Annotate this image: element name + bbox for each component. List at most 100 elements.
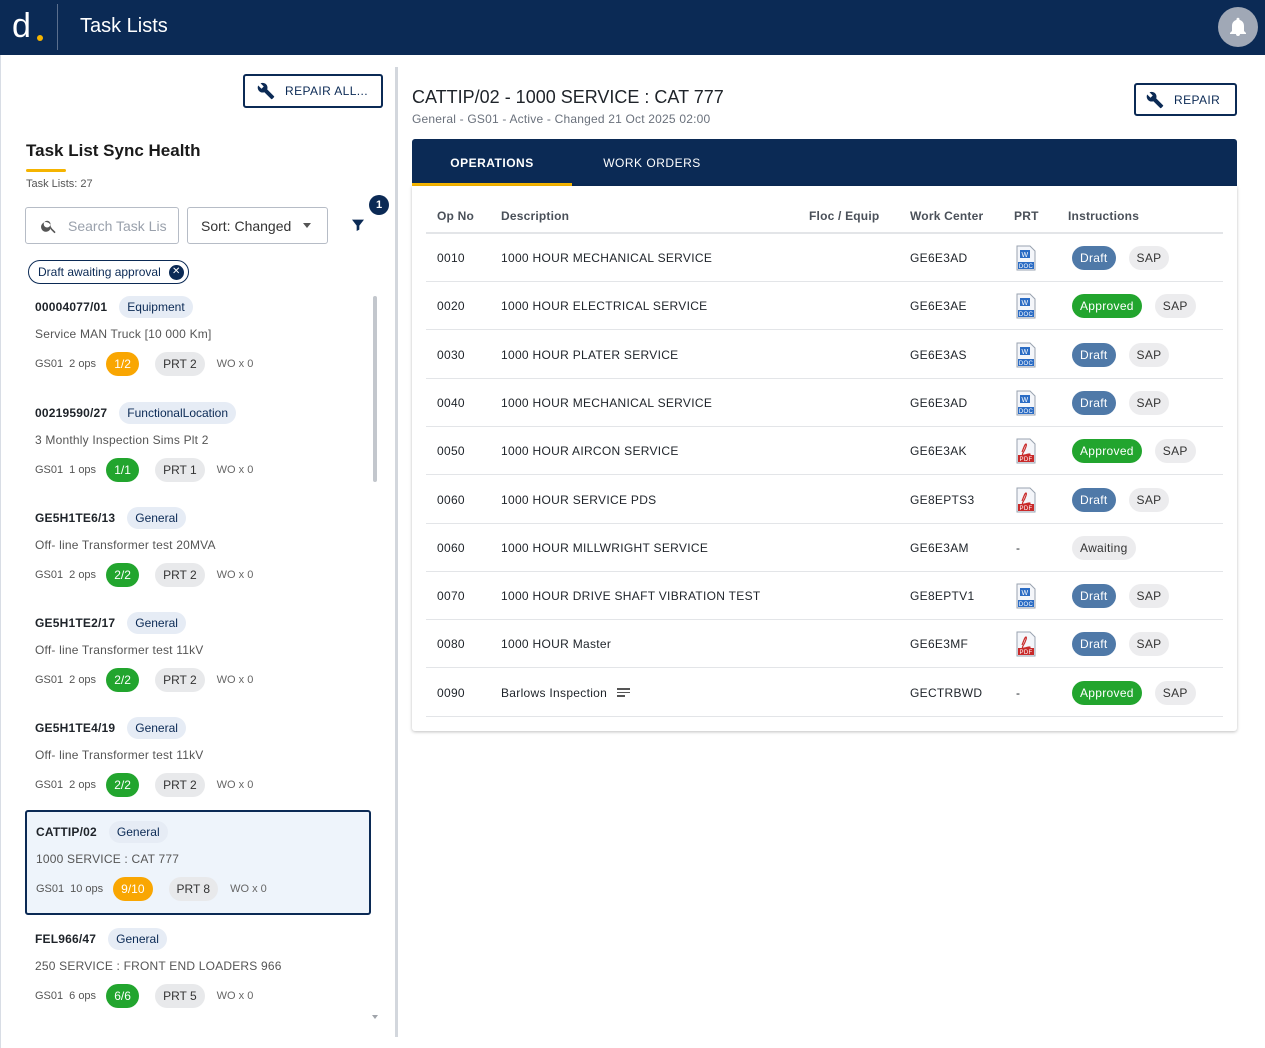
instruction-status-chip[interactable]: Draft	[1072, 390, 1116, 415]
app-title: Task Lists	[80, 15, 168, 37]
sap-chip[interactable]: SAP	[1128, 584, 1170, 609]
table-row[interactable]: 0050 1000 HOUR AIRCON SERVICE GE6E3AK PDF Ap…	[426, 427, 1223, 476]
operation-description: 1000 HOUR MILLWRIGHT SERVICE	[501, 540, 709, 555]
instruction-status-chip[interactable]: Awaiting	[1072, 535, 1136, 560]
sap-chip[interactable]: SAP	[1128, 632, 1170, 657]
col-floc-equip[interactable]: Floc / Equip	[809, 209, 880, 223]
task-list-description: Off- line Transformer test 20MVA	[35, 538, 216, 552]
table-header: Op No Description Floc / Equip Work Cent…	[426, 186, 1223, 234]
instruction-status-chip[interactable]: Approved	[1072, 680, 1142, 705]
scroll-down-arrow-icon[interactable]	[372, 1015, 378, 1019]
notifications-button[interactable]	[1218, 7, 1258, 47]
ops-count: 10 ops	[70, 883, 104, 895]
task-list-description: 3 Monthly Inspection Sims Plt 2	[35, 433, 209, 447]
col-work-center[interactable]: Work Center	[910, 209, 984, 223]
panel-resize-handle[interactable]	[395, 67, 398, 1037]
word-doc-icon[interactable]: W DOC	[1016, 390, 1036, 416]
prt-chip: PRT 2	[155, 352, 205, 376]
task-list-card[interactable]: GE5H1TE6/13 General Off- line Transformer …	[25, 504, 371, 609]
prt-chip: PRT 2	[155, 773, 205, 797]
instruction-status-chip[interactable]: Approved	[1072, 439, 1142, 464]
tab-operations[interactable]: OPERATIONS	[450, 155, 534, 170]
sap-chip[interactable]: SAP	[1128, 487, 1170, 512]
instruction-status-chip[interactable]: Draft	[1072, 246, 1116, 270]
task-list-description: Off- line Transformer test 11kV	[35, 748, 204, 762]
work-center: GE8EPTS3	[910, 492, 975, 507]
repair-all-button[interactable]: REPAIR ALL...	[243, 74, 383, 108]
col-instructions[interactable]: Instructions	[1068, 209, 1140, 223]
search-input[interactable]: Search Task Lis	[25, 207, 179, 244]
task-list-description: 250 SERVICE : FRONT END LOADERS 966	[35, 959, 282, 973]
task-list-card[interactable]: GE5H1TE2/17 General Off- line Transformer …	[25, 609, 371, 714]
prt-chip: PRT 8	[168, 877, 219, 901]
type-chip: FunctionalLocation	[119, 402, 237, 424]
table-row[interactable]: 0090 Barlows Inspection GECTRBWD - Approved S…	[426, 669, 1223, 717]
instruction-status-chip[interactable]: Approved	[1072, 294, 1142, 319]
close-icon[interactable]: ✕	[168, 264, 184, 280]
sap-chip[interactable]: SAP	[1128, 246, 1170, 270]
table-row[interactable]: 0010 1000 HOUR MECHANICAL SERVICE GE6E3AD W…	[426, 234, 1223, 282]
task-list-card[interactable]: 00219590/27 FunctionalLocation 3 Monthly I…	[25, 399, 371, 504]
work-order-count: WO x 0	[216, 358, 254, 370]
col-description[interactable]: Description	[501, 209, 570, 223]
active-tab-indicator	[412, 183, 572, 186]
task-list-card[interactable]: FEL966/47 General 250 SERVICE : FRONT END …	[25, 925, 371, 1028]
task-list-card[interactable]: CATTIP/02 General 1000 SERVICE : CAT 777 GS…	[25, 810, 371, 915]
sap-chip[interactable]: SAP	[1154, 294, 1196, 319]
word-doc-icon[interactable]: W DOC	[1016, 342, 1036, 368]
table-row[interactable]: 0040 1000 HOUR MECHANICAL SERVICE GE6E3AD W…	[426, 379, 1223, 427]
wrench-icon	[257, 82, 275, 100]
work-center: GE6E3AM	[910, 540, 969, 555]
approval-ratio-badge: 1/2	[106, 352, 140, 376]
work-center: GE6E3AD	[910, 251, 968, 265]
operation-description: 1000 HOUR MECHANICAL SERVICE	[501, 251, 713, 265]
operation-description: 1000 HOUR SERVICE PDS	[501, 492, 657, 507]
filter-button[interactable]	[346, 211, 370, 239]
plant-code: GS01	[36, 883, 65, 895]
sort-select[interactable]: Sort: Changed	[187, 207, 328, 244]
col-prt[interactable]: PRT	[1014, 209, 1039, 223]
table-row[interactable]: 0080 1000 HOUR Master GE6E3MF PDF Draft SAP	[426, 620, 1223, 669]
type-chip: General	[108, 928, 167, 950]
active-filter-chip[interactable]: Draft awaiting approval ✕	[28, 260, 189, 284]
notes-icon[interactable]	[617, 686, 631, 699]
table-row[interactable]: 0060 1000 HOUR MILLWRIGHT SERVICE GE6E3AM -…	[426, 524, 1223, 572]
sap-chip[interactable]: SAP	[1128, 390, 1170, 415]
word-doc-icon[interactable]: W DOC	[1016, 293, 1036, 319]
col-op-no[interactable]: Op No	[437, 209, 474, 223]
table-row[interactable]: 0020 1000 HOUR ELECTRICAL SERVICE GE6E3AE W…	[426, 282, 1223, 331]
word-doc-icon[interactable]: W DOC	[1016, 245, 1036, 271]
approval-ratio-badge: 9/10	[113, 877, 153, 901]
d-logo-icon[interactable]: d	[12, 8, 48, 44]
word-doc-icon[interactable]: W DOC	[1016, 583, 1036, 609]
instruction-status-chip[interactable]: Draft	[1072, 487, 1116, 512]
pdf-doc-icon[interactable]: PDF	[1016, 438, 1036, 464]
repair-label: REPAIR	[1174, 92, 1221, 107]
task-list-id: CATTIP/02	[36, 825, 97, 839]
table-row[interactable]: 0070 1000 HOUR DRIVE SHAFT VIBRATION TEST…	[426, 572, 1223, 621]
op-no: 0060	[437, 492, 465, 507]
search-icon	[41, 220, 56, 233]
repair-button[interactable]: REPAIR	[1134, 83, 1237, 116]
op-no: 0080	[437, 637, 465, 652]
tab-work-orders[interactable]: WORK ORDERS	[603, 155, 701, 170]
pdf-doc-icon[interactable]: PDF	[1016, 631, 1036, 657]
instruction-status-chip[interactable]: Draft	[1072, 632, 1116, 657]
sap-chip[interactable]: SAP	[1128, 342, 1170, 367]
work-order-count: WO x 0	[216, 779, 254, 791]
table-row[interactable]: 0060 1000 HOUR SERVICE PDS GE8EPTS3 PDF Draf…	[426, 476, 1223, 524]
prt-none: -	[1016, 685, 1021, 700]
operation-description: 1000 HOUR PLATER SERVICE	[501, 347, 679, 362]
sap-chip[interactable]: SAP	[1154, 680, 1196, 705]
scrollbar[interactable]	[373, 296, 377, 482]
task-list-description: 1000 SERVICE : CAT 777	[36, 852, 180, 866]
bell-icon	[1230, 17, 1246, 36]
pdf-doc-icon[interactable]: PDF	[1016, 487, 1036, 513]
table-row[interactable]: 0030 1000 HOUR PLATER SERVICE GE6E3AS W DOC D…	[426, 331, 1223, 379]
task-list-card[interactable]: GE5H1TE4/19 General Off- line Transformer …	[25, 714, 371, 819]
search-placeholder: Search Task Lis	[68, 217, 167, 234]
instruction-status-chip[interactable]: Draft	[1072, 584, 1116, 609]
sap-chip[interactable]: SAP	[1154, 439, 1196, 464]
task-list-card[interactable]: 00004077/01 Equipment Service MAN Truck [1…	[25, 293, 371, 398]
instruction-status-chip[interactable]: Draft	[1072, 342, 1116, 367]
